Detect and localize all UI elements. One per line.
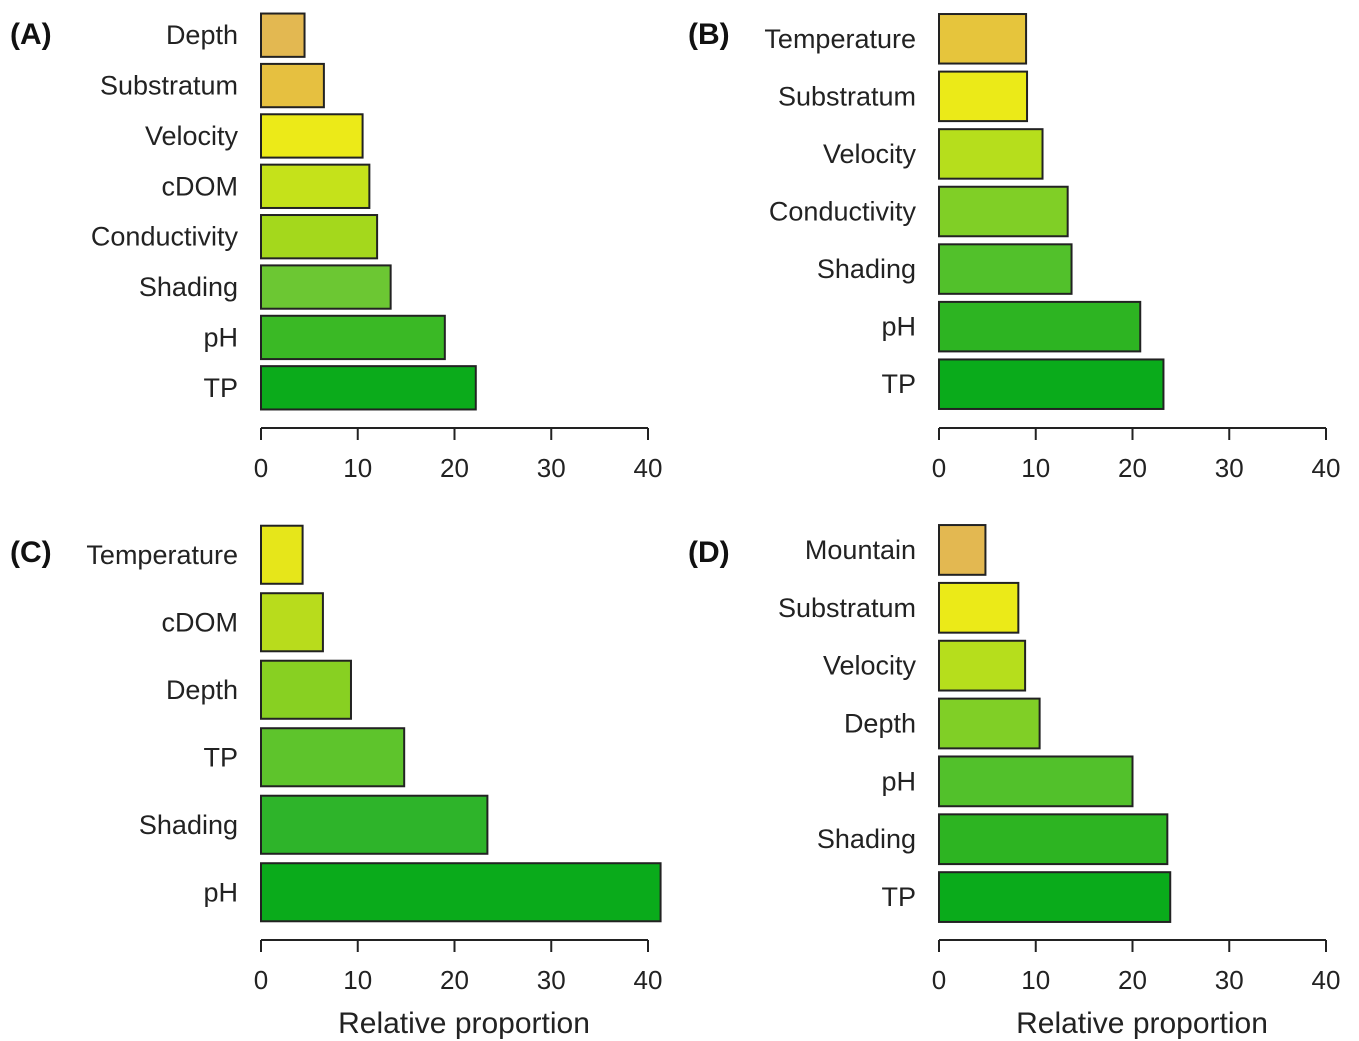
panel-a-bar-ph [260,314,446,361]
panel-b-bar-shading [938,243,1073,295]
panel-d-bar-mountain [938,524,987,576]
panel-a-x-tick-label: 30 [537,453,566,483]
panel-b-bar-conductivity [938,185,1069,238]
panel-a-category-label: cDOM [162,171,239,201]
panel-b-bar-velocity [938,128,1044,180]
panel-d-category-label: Mountain [805,535,916,565]
panel-b-bar-ph [938,300,1142,353]
panel-b-x-tick-label: 0 [932,453,946,483]
panel-b-category-label: Shading [817,254,916,284]
panel-a-bar-substratum [260,62,325,109]
panel-a-x-tick-label: 20 [440,453,469,483]
panel-d-bar-tp [938,871,1172,923]
panel-a-label: (A) [10,18,52,51]
panel-b-x-tick-label: 30 [1215,453,1244,483]
panel-d-x-axis-title: Relative proportion [1016,1007,1268,1040]
panel-d-x-tick-label: 30 [1215,965,1244,995]
panel-a-category-label: Depth [166,20,238,50]
panel-c-bar-ph [260,862,662,923]
panel-b-x-tick-label: 10 [1021,453,1050,483]
panel-b-label: (B) [688,18,730,51]
panel-d-bar-substratum [938,581,1020,634]
panel-c-bar-temperature [260,524,304,585]
panel-a-bar-conductivity [260,214,379,260]
panel-a-x-tick-label: 0 [254,453,268,483]
panel-d-x-tick-label: 10 [1021,965,1050,995]
panel-a-category-label: Substratum [100,71,238,101]
panel-c-bar-cdom [260,592,324,653]
panel-d-x-tick-label: 40 [1312,965,1341,995]
panel-c-x-tick-label: 40 [634,965,663,995]
panel-d-category-label: Depth [844,709,916,739]
panel-c-category-label: Shading [139,810,238,840]
panel-d-x-tick-label: 0 [932,965,946,995]
panel-d-bar-ph [938,755,1134,808]
panel-d-bar-shading [938,813,1169,866]
panel-a-bar-tp [260,365,477,411]
panel-a-category-label: Shading [139,272,238,302]
panel-c-x-tick-label: 20 [440,965,469,995]
panel-b-category-label: Substratum [778,81,916,111]
panel-c-bar-shading [260,794,489,855]
panel-c-label: (C) [10,536,52,569]
panel-c-x-axis-title: Relative proportion [338,1007,590,1040]
panel-b-category-label: pH [881,312,916,342]
panel-b-bar-temperature [938,13,1028,65]
panel-d-category-label: TP [881,882,916,912]
panel-b-bar-tp [938,358,1165,410]
panel-c-category-label: cDOM [162,607,239,637]
panel-c-bar-tp [260,727,406,788]
panel-b-x-tick-label: 40 [1312,453,1341,483]
panel-c-category-label: Temperature [86,540,238,570]
panel-b-category-label: Velocity [823,139,917,169]
panel-d-bar-velocity [938,639,1027,692]
panel-d-category-label: Shading [817,824,916,854]
panel-b-x-tick-label: 20 [1118,453,1147,483]
panel-d-x-tick-label: 20 [1118,965,1147,995]
panel-a-x-tick-label: 10 [343,453,372,483]
panel-b-bar-substratum [938,70,1029,123]
panel-a-category-label: pH [203,322,238,352]
panel-a-bar-depth [260,12,306,58]
panel-a-category-label: Velocity [145,121,239,151]
panel-c-x-tick-label: 10 [343,965,372,995]
panel-a-category-label: TP [203,373,238,403]
panel-d-category-label: pH [881,766,916,796]
panel-a-bar-velocity [260,113,364,159]
panel-a-bar-shading [260,264,392,310]
panel-a-x-tick-label: 40 [634,453,663,483]
panel-d-label: (D) [688,536,730,569]
panel-d-bar-depth [938,697,1041,750]
panel-a-bar-cdom [260,163,371,209]
panel-c-bar-depth [260,659,352,720]
panel-a-category-label: Conductivity [91,222,239,252]
panel-c-x-tick-label: 0 [254,965,268,995]
panel-b-category-label: Temperature [764,24,916,54]
panel-d-category-label: Substratum [778,593,916,623]
panel-c-category-label: TP [203,742,238,772]
panel-c-category-label: pH [203,877,238,907]
panel-d-category-label: Velocity [823,651,917,681]
panel-b-category-label: TP [881,369,916,399]
panel-c-x-tick-label: 30 [537,965,566,995]
panel-b-category-label: Conductivity [769,197,917,227]
panel-c-category-label: Depth [166,675,238,705]
